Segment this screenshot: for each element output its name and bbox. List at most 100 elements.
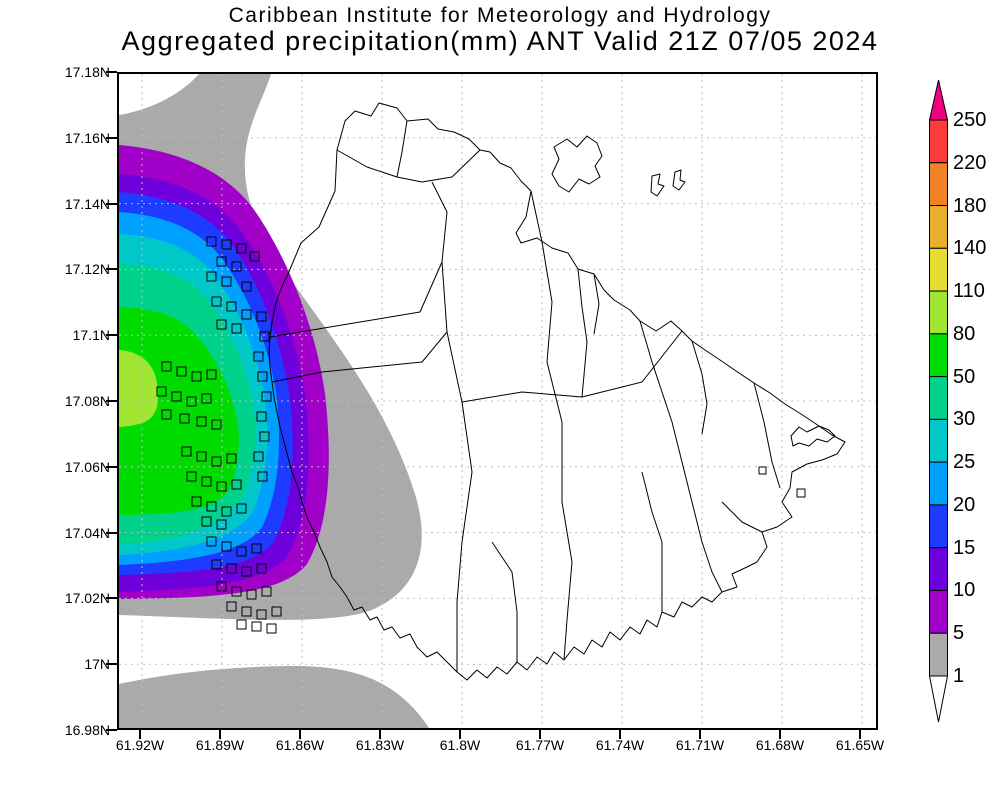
coastal-cell bbox=[256, 563, 267, 574]
coastal-cell bbox=[241, 606, 252, 617]
coastal-cell bbox=[191, 496, 202, 507]
coastal-cell bbox=[253, 451, 264, 462]
colorbar-under-arrow bbox=[928, 675, 949, 723]
y-axis-label: 17.08N bbox=[64, 393, 110, 409]
coastal-cell bbox=[231, 323, 242, 334]
y-axis-label: 17.06N bbox=[64, 458, 110, 475]
coastal-cell bbox=[179, 413, 190, 424]
x-axis-label: 61.83W bbox=[355, 737, 405, 753]
coastal-grid-cells bbox=[156, 236, 282, 634]
coastal-cell bbox=[246, 589, 257, 600]
coastal-cell bbox=[191, 371, 202, 382]
coastal-cell bbox=[256, 609, 267, 620]
colorbar-segment bbox=[929, 119, 948, 164]
coastal-cell bbox=[241, 309, 252, 320]
coastal-cell bbox=[221, 541, 232, 552]
coastal-cell bbox=[226, 453, 237, 464]
colorbar-segment bbox=[929, 376, 948, 420]
coastal-cell bbox=[206, 236, 217, 247]
y-axis-tick bbox=[106, 465, 117, 468]
band-50-80mm bbox=[119, 307, 239, 515]
x-axis-tick bbox=[299, 730, 301, 739]
y-axis-tick bbox=[106, 268, 117, 271]
coastal-cell bbox=[259, 331, 270, 342]
coastal-cell bbox=[161, 409, 172, 420]
y-axis-label: 17.1N bbox=[72, 327, 110, 344]
chart-title-institution: Caribbean Institute for Meteorology and … bbox=[228, 4, 772, 27]
coastal-cell bbox=[196, 451, 207, 462]
colorbar-legend: 250 220 180 140 110 80 50 30 25 20 15 10 5 1 bbox=[928, 78, 999, 726]
coastal-cell bbox=[206, 501, 217, 512]
coastal-cell bbox=[211, 456, 222, 467]
y-axis-tick bbox=[106, 729, 117, 731]
coastal-cell bbox=[176, 366, 187, 377]
coastal-cell bbox=[256, 411, 267, 422]
colorbar-tick-label: 20 bbox=[953, 493, 976, 516]
colorbar-segment bbox=[929, 418, 948, 463]
coastal-cell bbox=[249, 251, 260, 262]
x-axis-tick bbox=[379, 730, 381, 739]
coastal-cell bbox=[201, 393, 212, 404]
colorbar-canvas bbox=[928, 79, 949, 723]
coastal-cell bbox=[156, 386, 167, 397]
colorbar-segment bbox=[929, 333, 948, 378]
colorbar-tick-label: 25 bbox=[953, 451, 976, 474]
colorbar-segment bbox=[929, 547, 948, 591]
coastal-cell bbox=[236, 503, 247, 514]
colorbar-tick-label: 5 bbox=[953, 622, 965, 645]
coastal-cell bbox=[216, 519, 227, 530]
coastal-cell bbox=[226, 301, 237, 312]
y-axis-label: 17.18N bbox=[64, 64, 110, 80]
colorbar-tick-label: 180 bbox=[953, 194, 987, 217]
colorbar-segment bbox=[929, 162, 948, 207]
coastal-cell bbox=[257, 371, 268, 382]
x-axis-tick bbox=[619, 730, 621, 739]
colorbar-segment bbox=[929, 632, 948, 677]
x-axis-tick bbox=[219, 730, 221, 739]
coastal-cell bbox=[231, 261, 242, 272]
y-axis-label: 17.14N bbox=[64, 195, 110, 212]
offshore-islet bbox=[796, 488, 806, 498]
y-axis-tick bbox=[106, 334, 117, 337]
y-axis-label: 16.98N bbox=[64, 722, 110, 738]
y-axis-label: 17.16N bbox=[64, 129, 110, 146]
x-axis-label: 61.77W bbox=[515, 737, 565, 753]
coastal-cell bbox=[211, 419, 222, 430]
coastal-cell bbox=[206, 271, 217, 282]
colorbar-tick-label: 110 bbox=[953, 280, 985, 303]
colorbar-tick-label: 30 bbox=[953, 408, 976, 431]
coastal-cell bbox=[236, 619, 247, 630]
colorbar-over-arrow bbox=[928, 79, 949, 121]
x-axis-tick bbox=[139, 730, 141, 739]
colorbar-tick-label: 50 bbox=[953, 365, 976, 388]
coastal-cell bbox=[201, 476, 212, 487]
precipitation-contour-fills bbox=[119, 74, 429, 728]
antigua-island-outlines bbox=[156, 102, 846, 681]
coastal-cell bbox=[251, 621, 262, 632]
coastal-cell bbox=[261, 586, 272, 597]
colorbar-segment bbox=[929, 461, 948, 506]
band-80-110mm bbox=[119, 350, 158, 427]
y-axis-tick bbox=[106, 71, 117, 73]
x-axis-tick bbox=[859, 730, 861, 739]
x-axis-label: 61.71W bbox=[675, 737, 725, 753]
x-axis-tick bbox=[459, 730, 461, 739]
coastal-cell bbox=[186, 471, 197, 482]
coastal-cell bbox=[201, 516, 212, 527]
coastal-cell bbox=[253, 351, 264, 362]
coastal-cell bbox=[241, 566, 252, 577]
coastal-cell bbox=[226, 563, 237, 574]
colorbar-segment bbox=[929, 589, 948, 634]
offshore-islet bbox=[650, 173, 665, 197]
coastal-cell bbox=[221, 506, 232, 517]
coastal-cell bbox=[256, 311, 267, 322]
y-axis-label: 17.02N bbox=[64, 590, 110, 607]
coastal-cell bbox=[221, 276, 232, 287]
x-axis-label: 61.68W bbox=[755, 737, 805, 753]
coastal-cell bbox=[216, 581, 227, 592]
antigua-coastline bbox=[268, 102, 846, 681]
coastal-cell bbox=[257, 471, 268, 482]
offshore-islet bbox=[672, 169, 686, 191]
band-1-5mm-south bbox=[119, 666, 429, 728]
